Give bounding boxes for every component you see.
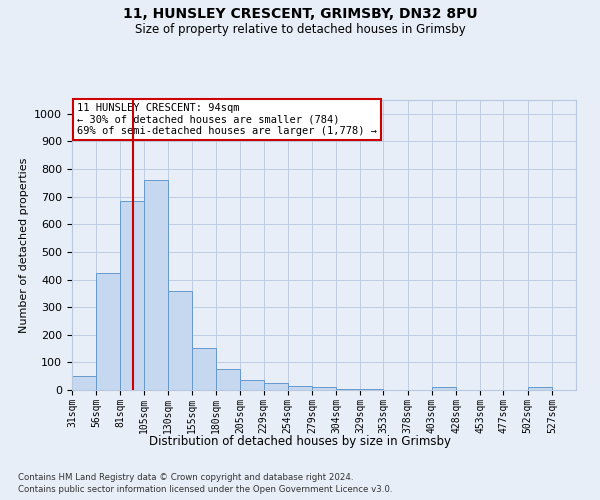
Text: 11 HUNSLEY CRESCENT: 94sqm
← 30% of detached houses are smaller (784)
69% of sem: 11 HUNSLEY CRESCENT: 94sqm ← 30% of deta… xyxy=(77,103,377,136)
Bar xyxy=(527,387,552,390)
Text: Contains HM Land Registry data © Crown copyright and database right 2024.: Contains HM Land Registry data © Crown c… xyxy=(18,472,353,482)
Bar xyxy=(121,201,143,390)
Bar xyxy=(143,180,168,390)
Bar xyxy=(241,380,263,390)
Bar xyxy=(312,387,336,390)
Bar xyxy=(336,388,360,390)
Bar xyxy=(96,274,121,390)
Bar xyxy=(432,387,456,390)
Text: Size of property relative to detached houses in Grimsby: Size of property relative to detached ho… xyxy=(134,22,466,36)
Text: 11, HUNSLEY CRESCENT, GRIMSBY, DN32 8PU: 11, HUNSLEY CRESCENT, GRIMSBY, DN32 8PU xyxy=(122,8,478,22)
Bar xyxy=(72,376,96,390)
Bar xyxy=(360,388,383,390)
Bar xyxy=(288,386,312,390)
Bar xyxy=(216,370,241,390)
Text: Contains public sector information licensed under the Open Government Licence v3: Contains public sector information licen… xyxy=(18,485,392,494)
Bar xyxy=(263,383,288,390)
Bar xyxy=(168,292,192,390)
Y-axis label: Number of detached properties: Number of detached properties xyxy=(19,158,29,332)
Text: Distribution of detached houses by size in Grimsby: Distribution of detached houses by size … xyxy=(149,435,451,448)
Bar xyxy=(192,348,216,390)
